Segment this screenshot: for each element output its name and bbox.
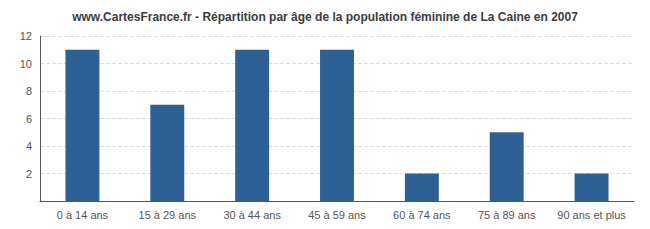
svg-text:45 à 59 ans: 45 à 59 ans	[308, 209, 366, 221]
svg-text:8: 8	[26, 85, 32, 97]
svg-text:30 à 44 ans: 30 à 44 ans	[223, 209, 281, 221]
svg-text:75 à 89 ans: 75 à 89 ans	[478, 209, 536, 221]
svg-text:15 à 29 ans: 15 à 29 ans	[139, 209, 197, 221]
svg-text:2: 2	[26, 168, 32, 180]
svg-text:90 ans et plus: 90 ans et plus	[557, 209, 626, 221]
svg-text:12: 12	[20, 30, 32, 42]
svg-text:www.CartesFrance.fr - Répartit: www.CartesFrance.fr - Répartition par âg…	[71, 10, 578, 24]
svg-text:60 à 74 ans: 60 à 74 ans	[393, 209, 451, 221]
svg-text:6: 6	[26, 113, 32, 125]
svg-text:4: 4	[26, 140, 32, 152]
svg-text:0 à 14 ans: 0 à 14 ans	[57, 209, 109, 221]
svg-text:10: 10	[20, 58, 32, 70]
